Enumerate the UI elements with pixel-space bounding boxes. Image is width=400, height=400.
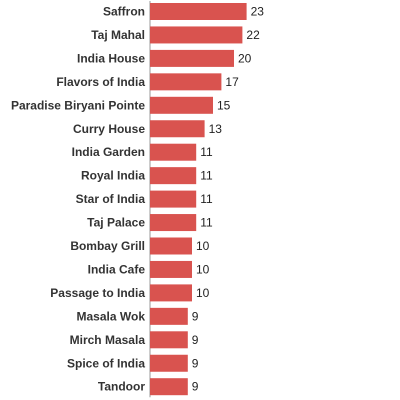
value-label: 15 [217,98,231,112]
bar [150,26,243,44]
category-label: Tandoor [98,380,145,394]
value-label: 9 [192,333,199,347]
bar [150,167,197,185]
bar-row: Bombay Grill 10 [70,237,210,255]
category-label: Mirch Masala [70,333,146,347]
bar [150,260,192,278]
bar [150,284,192,302]
category-label: Curry House [73,122,145,136]
bar-row: Taj Palace 11 [87,214,213,232]
bar [150,214,197,232]
bar [150,96,213,114]
value-label: 10 [196,262,210,276]
bar [150,3,247,20]
bar [150,190,197,208]
bar [150,354,188,372]
value-label: 22 [246,28,260,42]
category-label: India Garden [72,145,145,159]
bar-row: Star of India 11 [76,190,213,208]
bar-row: Mirch Masala 9 [70,331,199,349]
bar-row: Tandoor 9 [98,378,199,396]
bar-row: Paradise Biryani Pointe 15 [11,96,231,114]
bar [150,49,234,67]
category-label: India House [77,51,145,65]
bar-row: Curry House 13 [73,120,223,138]
category-label: Flavors of India [56,75,145,89]
category-label: Saffron [103,5,145,19]
bar [150,120,205,138]
bar-row: Taj Mahal 22 [91,26,260,44]
category-label: Star of India [76,192,146,206]
bar [150,73,222,91]
value-label: 13 [209,122,223,136]
bar-row: India House 20 [77,49,252,67]
bar-row: India Cafe 10 [88,260,210,278]
value-label: 10 [196,239,210,253]
category-label: Taj Mahal [91,28,145,42]
bar-row: Flavors of India 17 [56,73,239,91]
bar-row: India Garden 11 [72,143,213,161]
bar [150,143,197,161]
category-label: India Cafe [88,262,146,276]
bar-row: Saffron 23 [103,3,264,20]
value-label: 17 [225,75,239,89]
bar [150,237,192,255]
bar-row: Passage to India 10 [50,284,210,302]
value-label: 9 [192,380,199,394]
category-label: Spice of India [67,356,145,370]
bar-row: Spice of India 9 [67,354,199,372]
category-label: Masala Wok [77,309,146,323]
category-label: Taj Palace [87,216,145,230]
value-label: 11 [200,145,213,159]
bar [150,307,188,325]
bar-row: Royal India 11 [81,167,213,185]
bar-row: Masala Wok 9 [77,307,199,325]
value-label: 11 [200,169,213,183]
bar [150,331,188,349]
value-label: 23 [251,5,265,19]
category-label: Bombay Grill [70,239,145,253]
value-label: 11 [200,216,213,230]
value-label: 20 [238,51,252,65]
value-label: 9 [192,356,199,370]
value-label: 11 [200,192,213,206]
category-label: Royal India [81,169,145,183]
value-label: 9 [192,309,199,323]
value-label: 10 [196,286,210,300]
bar [150,378,188,396]
category-label: Paradise Biryani Pointe [11,98,145,112]
category-label: Passage to India [50,286,145,300]
